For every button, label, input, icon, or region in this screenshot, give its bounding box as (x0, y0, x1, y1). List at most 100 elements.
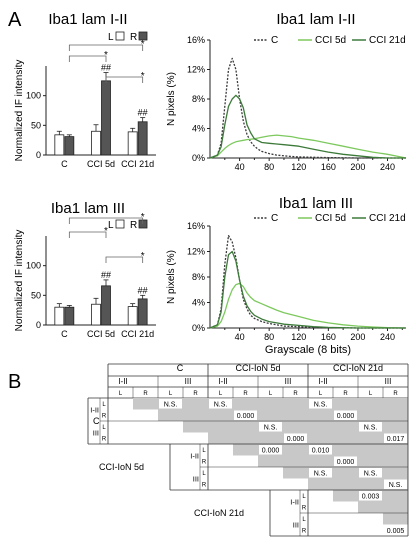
value-text: N.S. (389, 482, 403, 489)
bar (91, 130, 101, 156)
y-tick-label: 4% (192, 298, 205, 308)
y-tick-label: 8% (192, 272, 205, 282)
y-axis-label: Normalized IF intensity (14, 230, 25, 332)
table-cell (233, 398, 258, 410)
category-label: CCI 5d (87, 329, 115, 339)
y-tick-label: 16% (187, 221, 205, 231)
bar (91, 303, 101, 326)
row-side-label: L (202, 448, 206, 454)
y-tick-label: 4% (192, 124, 205, 134)
table-cell (208, 432, 233, 444)
value-cell (359, 422, 382, 432)
value-cell (234, 410, 257, 420)
value-cell (384, 479, 407, 489)
bar (54, 306, 65, 326)
category-label: CCI 5d (87, 159, 115, 169)
chart-title: Iba1 lam III (279, 195, 353, 212)
chart-title: Iba1 lam III (51, 200, 125, 217)
panel-label-a: A (8, 9, 22, 31)
table-cell (283, 421, 308, 433)
value-cell (359, 491, 382, 501)
y-tick-label: 50 (31, 120, 41, 130)
bar (101, 285, 111, 326)
table-cell (383, 444, 408, 456)
table-cell (358, 501, 383, 513)
col-layer-label: III (285, 377, 292, 386)
value-text: N.S. (314, 471, 328, 478)
y-tick-label: 0% (192, 323, 205, 333)
col-group-label: C (177, 363, 184, 373)
table-cell (383, 409, 408, 421)
value-cell (209, 399, 232, 409)
table-cell (333, 432, 358, 444)
row-side-label: R (302, 529, 307, 535)
row-layer-label: III (193, 475, 199, 484)
value-text: 0.000 (337, 459, 355, 466)
value-cell (159, 399, 182, 409)
sig-mark: ## (101, 270, 111, 280)
table-cell (283, 467, 308, 479)
col-side-label: L (319, 391, 323, 397)
bar (54, 134, 65, 156)
table-cell (358, 455, 383, 467)
x-tick-label: 40 (235, 332, 245, 342)
table-cell (233, 432, 258, 444)
sig-mark: ## (138, 285, 148, 295)
bar (64, 136, 75, 156)
y-tick-label: 0 (36, 320, 41, 330)
bar (137, 121, 148, 156)
value-cell (284, 433, 307, 443)
table-cell (383, 467, 408, 479)
table-cell (283, 455, 308, 467)
x-tick-label: 240 (380, 332, 395, 342)
value-text: 0.010 (312, 448, 330, 455)
table-cell (308, 478, 333, 490)
sig-mark: ## (138, 108, 148, 118)
y-tick-label: 16% (187, 35, 205, 45)
category-label: C (61, 159, 68, 169)
y-axis-label: N pixels (%) (166, 72, 177, 126)
legend-label: CCI 21d (369, 35, 406, 46)
table-cell (358, 398, 383, 410)
series-line (209, 282, 407, 329)
table-cell (383, 398, 408, 410)
value-cell (334, 456, 357, 466)
bracket-mark: * (104, 50, 108, 61)
series-line (209, 250, 406, 329)
value-cell (309, 468, 332, 478)
line-chart-lam-1-2: Iba1 lam I-II 0% 4% 8% 12% 16% 40 80 120 160 200 24… (166, 11, 407, 172)
legend-label: CCI 5d (315, 213, 346, 224)
category-label: CCI 21d (121, 159, 154, 169)
value-cell (384, 525, 407, 535)
chart-title: Iba1 lam I-II (48, 11, 127, 28)
bracket-mark: * (141, 71, 145, 82)
bar (127, 131, 138, 156)
row-side-label: R (202, 460, 207, 466)
value-text: N.S. (214, 402, 228, 409)
bracket-mark: * (104, 226, 108, 237)
table-cell (383, 421, 408, 433)
series-line (209, 234, 406, 329)
series-line (209, 94, 406, 159)
table-cell (333, 421, 358, 433)
value-text: N.S. (364, 425, 378, 432)
table-cell (283, 444, 308, 456)
col-side-label: L (219, 391, 223, 397)
table-cell (358, 432, 383, 444)
legend-right-label: R (130, 220, 137, 231)
bracket-5d-vs-21d (105, 76, 144, 83)
bracket-mark: * (141, 212, 145, 223)
value-text: N.S. (264, 425, 278, 432)
legend-label: CCI 5d (315, 35, 346, 46)
legend-right-swatch (138, 31, 148, 41)
legend-label: C (271, 35, 278, 46)
row-group-label: C (93, 416, 100, 426)
table-cell (383, 501, 408, 513)
table-cell (258, 432, 283, 444)
col-side-label: L (119, 391, 123, 397)
bar (101, 80, 111, 156)
table-cell (333, 478, 358, 490)
col-layer-label: I-II (218, 377, 227, 386)
x-tick-label: 40 (235, 162, 245, 172)
